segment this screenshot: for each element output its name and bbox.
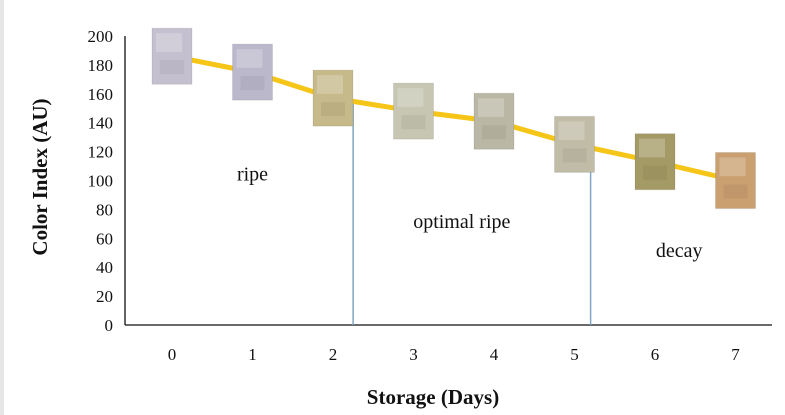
- data-point-swatch-day-0: [151, 27, 193, 85]
- data-point-swatch-day-2: [312, 69, 354, 127]
- data-point-swatch-day-6: [634, 133, 676, 191]
- data-point-swatch-day-4: [473, 92, 515, 150]
- x-tick-label-4: 4: [490, 345, 499, 364]
- region-label-decay: decay: [656, 240, 703, 262]
- region-boundaries: [352, 101, 592, 325]
- data-point-swatch-day-7: [715, 152, 756, 209]
- x-tick-label-7: 7: [731, 345, 740, 364]
- y-tick-label-80: 80: [96, 200, 113, 219]
- x-tick-label-0: 0: [168, 345, 177, 364]
- y-tick-labels: 0 20 40 60 80 100 120 140 160 180 200: [88, 27, 114, 335]
- x-axis-title: Storage (Days): [367, 385, 499, 409]
- data-point-swatch-day-1: [232, 43, 273, 101]
- y-tick-label-0: 0: [105, 316, 114, 335]
- x-tick-label-1: 1: [248, 345, 257, 364]
- color-swatches: [151, 27, 756, 209]
- data-point-swatch-day-5: [554, 115, 595, 173]
- y-tick-label-200: 200: [88, 27, 114, 46]
- x-tick-label-6: 6: [651, 345, 660, 364]
- region-label-optimal-ripe: optimal ripe: [413, 211, 510, 233]
- y-tick-label-120: 120: [88, 143, 114, 162]
- y-tick-label-160: 160: [88, 85, 114, 104]
- region-labels: ripe optimal ripe decay: [237, 164, 703, 263]
- y-tick-label-40: 40: [96, 258, 113, 277]
- x-tick-label-5: 5: [570, 345, 579, 364]
- y-axis-title: Color Index (AU): [28, 98, 52, 255]
- data-point-swatch-day-3: [393, 82, 434, 140]
- y-tick-label-20: 20: [96, 287, 113, 306]
- y-tick-label-180: 180: [88, 56, 114, 75]
- left-border: [0, 0, 4, 415]
- y-tick-label-140: 140: [88, 114, 114, 133]
- x-tick-label-2: 2: [329, 345, 338, 364]
- x-tick-label-3: 3: [409, 345, 418, 364]
- y-tick-label-100: 100: [88, 172, 114, 191]
- x-tick-labels: 0 1 2 3 4 5 6 7: [168, 345, 741, 364]
- region-label-ripe: ripe: [237, 164, 268, 186]
- y-tick-label-60: 60: [96, 229, 113, 248]
